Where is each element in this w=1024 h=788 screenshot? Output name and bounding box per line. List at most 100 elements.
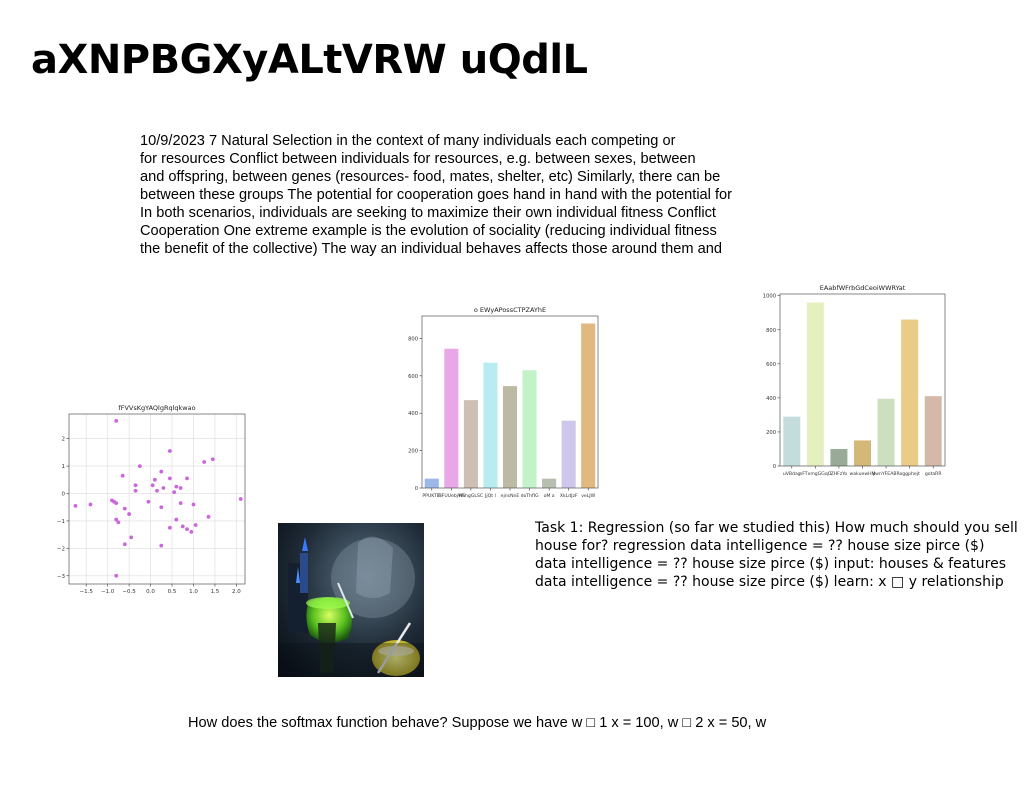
scatter-point [189, 530, 194, 534]
bar [483, 362, 498, 488]
x-tick-label: wakuewHM [849, 471, 875, 477]
scatter-point [174, 484, 179, 489]
scatter-point [122, 542, 127, 547]
bar [877, 398, 895, 466]
y-tick-label: 600 [766, 362, 776, 368]
scatter-point [146, 499, 151, 504]
bar [424, 478, 439, 488]
body-paragraph: 10/9/2023 7 Natural Selection in the con… [140, 132, 800, 258]
x-tick-label: −0.5 [122, 589, 136, 595]
paragraph-line: In both scenarios, individuals are seeki… [140, 205, 716, 221]
bar [463, 400, 478, 488]
scatter-point [114, 418, 119, 423]
bar [806, 302, 824, 466]
paragraph-line: for resources Conflict between individua… [140, 151, 696, 167]
task-text: Task 1: Regression (so far we studied th… [535, 519, 1018, 591]
scatter-point [88, 502, 93, 507]
bar [924, 396, 942, 466]
x-tick-label: uVBdag [783, 471, 801, 477]
scatter-point [155, 488, 159, 493]
scatter-point [185, 527, 189, 532]
bar [502, 386, 518, 488]
x-tick-label: XkLdJzF [560, 493, 578, 499]
scatter-point [159, 469, 164, 474]
scatter-point [127, 512, 131, 516]
x-tick-label: oM a [544, 493, 555, 499]
y-tick-label: 600 [408, 374, 418, 380]
x-tick-label: JjQt l [484, 493, 496, 499]
scatter-point [114, 517, 119, 522]
scatter-point [137, 464, 142, 468]
plot-frame [421, 315, 599, 489]
scatter-point [210, 457, 215, 462]
bar [522, 370, 537, 488]
scatter-point [193, 523, 198, 527]
bar [542, 478, 557, 488]
bar [901, 319, 919, 466]
x-tick-label: gotaRR [925, 471, 943, 477]
y-tick-label: −2 [57, 546, 65, 552]
chart-title: o EWyAPossCTPZAYhE [474, 306, 546, 314]
x-tick-label: −1.0 [101, 589, 115, 595]
y-tick-label: 800 [408, 336, 418, 342]
x-tick-label: doThfIG [521, 493, 539, 499]
bar-chart-2: EAabfWFrbGdCeoiWWRYat 0 200 400 600 800 1000 uV… [763, 284, 946, 477]
y-tick-label: 200 [766, 430, 776, 436]
scatter-point [129, 535, 134, 540]
scatter-point [152, 477, 157, 482]
y-tick-label: −1 [57, 519, 65, 525]
task-line: Task 1: Regression (so far we studied th… [535, 520, 1018, 536]
slide-title: aXNPBGXyALtVRW uQdlL [31, 37, 588, 83]
scatter-point [178, 486, 183, 490]
x-tick-label: HEhgGLSC [459, 493, 483, 499]
bar [444, 348, 459, 488]
scatter-point [161, 486, 166, 490]
scatter-point [150, 483, 155, 488]
bar [581, 323, 596, 488]
scatter-point [206, 514, 211, 519]
x-tick-label: veLJW [581, 493, 595, 499]
scatter-point [202, 460, 207, 464]
x-tick-label: 2.0 [232, 589, 241, 595]
paragraph-line: Cooperation One extreme example is the e… [140, 223, 717, 239]
bar [783, 416, 801, 466]
plot-frame [68, 413, 246, 585]
paragraph-line: between these groups The potential for c… [140, 187, 733, 203]
photo-image [278, 523, 424, 677]
x-tick-label: 0.5 [168, 589, 177, 595]
scatter-point [114, 573, 119, 578]
scatter-point [172, 490, 177, 495]
y-tick-label: 800 [766, 328, 776, 334]
softmax-question: How does the softmax function behave? Su… [188, 715, 767, 731]
scatter-chart: fFVVsKgYAQlgRqlqkwao −1.5 −1.0 −0.5 0.0 0.5 1.… [57, 404, 246, 595]
scatter-point [185, 476, 189, 481]
scatter-point [122, 506, 127, 511]
paragraph-line: the benefit of the collective) The way a… [140, 241, 722, 257]
x-tick-label: nFTxmgGGqO [799, 471, 831, 477]
paragraph-line: and offspring, between genes (resources-… [140, 169, 721, 185]
y-tick-label: 400 [766, 396, 776, 402]
scatter-point [174, 517, 179, 522]
bar [561, 420, 576, 488]
scatter-point [133, 483, 138, 488]
chart-title: EAabfWFrbGdCeoiWWRYat [820, 284, 906, 292]
plot-frame [779, 293, 946, 467]
x-tick-label: PPUKTBi [422, 493, 441, 499]
scatter-point [120, 473, 125, 478]
y-tick-label: 0 [62, 492, 66, 498]
task-line: data intelligence = ?? house size pirce … [535, 574, 1004, 590]
scatter-point [180, 524, 185, 529]
x-tick-label: −1.5 [79, 589, 93, 595]
scatter-point [159, 505, 164, 510]
y-tick-label: 200 [408, 449, 418, 455]
scatter-point [167, 525, 172, 530]
paragraph-line: 10/9/2023 7 Natural Selection in the con… [140, 133, 676, 149]
scatter-point [191, 502, 196, 507]
y-tick-label: 2 [62, 437, 66, 443]
scatter-point [167, 449, 172, 453]
task-line: data intelligence = ?? house size pirce … [535, 556, 1007, 572]
x-tick-label: ejnsNnE [501, 493, 520, 499]
scatter-point [238, 497, 243, 501]
y-tick-label: 400 [408, 411, 418, 417]
scatter-point [167, 476, 172, 481]
